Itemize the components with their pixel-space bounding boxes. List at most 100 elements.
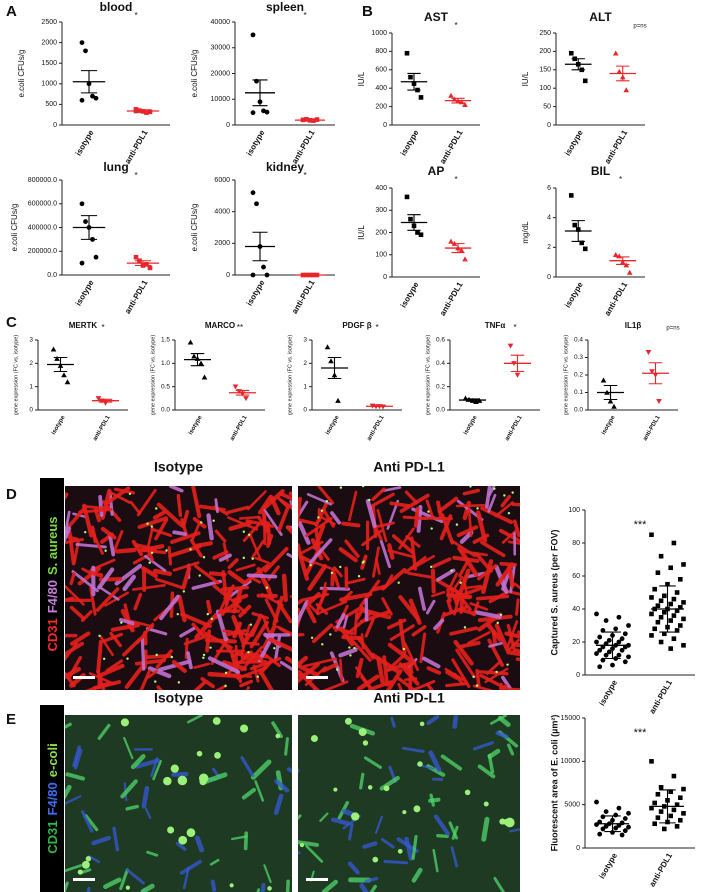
vessel bbox=[171, 771, 189, 777]
vessel bbox=[141, 785, 150, 809]
vessel bbox=[364, 876, 379, 883]
vessel bbox=[397, 677, 417, 690]
vessel bbox=[135, 543, 157, 552]
vessel bbox=[500, 675, 514, 690]
vessel bbox=[298, 521, 311, 545]
y-tick-label: 1 bbox=[29, 383, 33, 390]
y-axis-label: gene expression (FC vs. isotype) bbox=[150, 335, 156, 416]
vessel bbox=[350, 638, 372, 662]
spot bbox=[182, 590, 186, 593]
vessel bbox=[111, 530, 124, 556]
data-point bbox=[626, 824, 631, 830]
chart: 0.0 0.2 0.4 0.6 TNFα gene expression (FC vs. … bbox=[425, 321, 540, 442]
vessel bbox=[477, 614, 513, 623]
data-point bbox=[191, 353, 197, 359]
data-point bbox=[674, 824, 680, 829]
vessel bbox=[487, 486, 496, 498]
data-point bbox=[658, 553, 664, 559]
scale-bar bbox=[73, 878, 95, 881]
vessel bbox=[90, 529, 104, 555]
error-bar bbox=[648, 362, 663, 385]
vessel bbox=[404, 490, 419, 505]
vessel bbox=[95, 587, 120, 612]
panel-letter: E bbox=[6, 711, 16, 728]
spot bbox=[242, 556, 246, 560]
vessel bbox=[242, 523, 261, 542]
data-point bbox=[328, 358, 334, 364]
vessel bbox=[449, 626, 479, 636]
data-point bbox=[458, 247, 465, 253]
data-point bbox=[649, 532, 654, 538]
data-point bbox=[594, 651, 599, 656]
y-tick-label: 0 bbox=[226, 122, 230, 129]
data-point bbox=[418, 232, 424, 238]
data-point bbox=[619, 832, 625, 838]
vessel bbox=[340, 590, 353, 603]
channel-name: S. aureus bbox=[45, 516, 60, 575]
data-point bbox=[626, 269, 633, 275]
spot bbox=[367, 785, 373, 790]
vessel bbox=[408, 598, 422, 625]
vessel bbox=[312, 524, 326, 550]
y-tick-label: 40 bbox=[572, 606, 580, 613]
spot bbox=[251, 557, 254, 560]
annotation: *** bbox=[634, 727, 648, 739]
spot bbox=[150, 525, 154, 528]
vessel bbox=[385, 668, 403, 690]
spot bbox=[507, 511, 511, 515]
vessel bbox=[426, 666, 442, 675]
data-point bbox=[264, 109, 270, 115]
y-axis-label: Fluorescent area of E. coli (µm²) bbox=[549, 715, 559, 852]
y-tick-label: 0 bbox=[226, 272, 230, 279]
chart-title: spleen bbox=[266, 0, 304, 14]
data-point bbox=[649, 633, 654, 638]
y-tick-label: 100 bbox=[568, 507, 580, 514]
data-point bbox=[243, 396, 249, 402]
error-bar bbox=[252, 79, 268, 107]
channel-label: CD31 F4/80 S. aureus bbox=[45, 516, 60, 651]
error-bar bbox=[604, 815, 621, 833]
vessel bbox=[279, 660, 292, 672]
vessel bbox=[251, 611, 269, 620]
vessel bbox=[260, 593, 284, 607]
y-axis-label: IU/L bbox=[521, 71, 530, 86]
vessel bbox=[298, 814, 302, 821]
data-point bbox=[79, 201, 85, 207]
vessel bbox=[179, 627, 196, 638]
vessel bbox=[103, 877, 122, 890]
vessel bbox=[108, 533, 116, 557]
y-axis-label: IU/L bbox=[357, 71, 366, 86]
data-point bbox=[662, 826, 667, 832]
vessel bbox=[155, 649, 173, 669]
x-tick-label: isotype bbox=[563, 280, 585, 309]
vessel bbox=[78, 508, 113, 514]
annotation: * bbox=[303, 11, 306, 20]
vessel bbox=[515, 598, 520, 616]
spot bbox=[503, 494, 506, 497]
vessel bbox=[511, 502, 520, 507]
scale-bar bbox=[73, 676, 95, 679]
data-point bbox=[678, 795, 683, 801]
vessel bbox=[475, 510, 488, 543]
vessel bbox=[100, 526, 117, 540]
vessel bbox=[285, 525, 292, 535]
spot bbox=[309, 563, 312, 567]
data-point bbox=[198, 360, 204, 366]
vessel bbox=[398, 618, 407, 654]
data-point bbox=[649, 805, 654, 811]
channel-name: F4/80 bbox=[45, 580, 60, 613]
vessel bbox=[168, 486, 184, 493]
data-point bbox=[671, 773, 677, 779]
data-point bbox=[662, 610, 667, 615]
spot bbox=[496, 621, 499, 625]
data-point bbox=[668, 601, 673, 607]
x-tick-label: anti-PDL1 bbox=[642, 414, 662, 442]
x-tick-label: anti-PDL1 bbox=[366, 414, 386, 442]
vessel bbox=[263, 546, 289, 573]
data-point bbox=[652, 626, 657, 632]
error-bar bbox=[190, 352, 205, 367]
data-point bbox=[616, 652, 622, 658]
vessel bbox=[150, 527, 173, 538]
x-tick-label: isotype bbox=[463, 414, 479, 436]
vessel bbox=[305, 844, 324, 863]
